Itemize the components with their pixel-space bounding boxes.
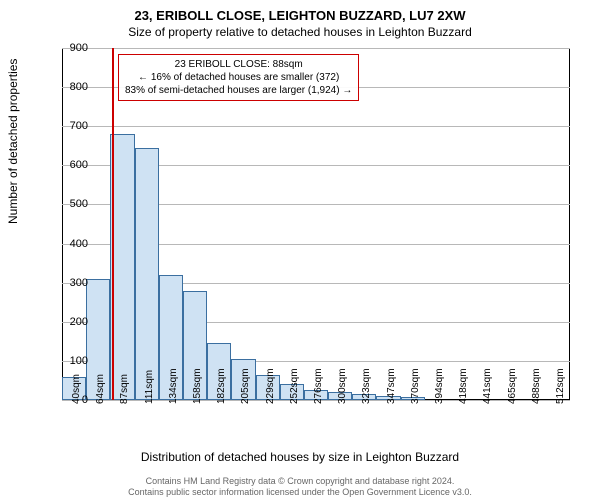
footer-line1: Contains HM Land Registry data © Crown c…	[0, 476, 600, 487]
ytick-label: 900	[42, 42, 88, 54]
xtick-label: 134sqm	[168, 368, 179, 404]
chart-container: 23, ERIBOLL CLOSE, LEIGHTON BUZZARD, LU7…	[0, 0, 600, 500]
footer-text: Contains HM Land Registry data © Crown c…	[0, 476, 600, 499]
xtick-label: 158sqm	[192, 368, 203, 404]
gridline	[62, 126, 570, 127]
xtick-label: 512sqm	[555, 368, 566, 404]
ytick-label: 800	[42, 81, 88, 93]
xtick-label: 488sqm	[531, 368, 542, 404]
chart-subtitle: Size of property relative to detached ho…	[0, 23, 600, 39]
xtick-label: 300sqm	[337, 368, 348, 404]
xtick-label: 323sqm	[361, 368, 372, 404]
xtick-label: 252sqm	[289, 368, 300, 404]
annotation-line: ← 16% of detached houses are smaller (37…	[125, 71, 352, 84]
ytick-label: 300	[42, 277, 88, 289]
xtick-label: 418sqm	[458, 368, 469, 404]
ytick-label: 100	[42, 355, 88, 367]
footer-line2: Contains public sector information licen…	[0, 487, 600, 498]
ytick-label: 600	[42, 159, 88, 171]
xtick-label: 276sqm	[313, 368, 324, 404]
xtick-label: 370sqm	[410, 368, 421, 404]
xtick-label: 182sqm	[216, 368, 227, 404]
xtick-label: 229sqm	[265, 368, 276, 404]
yaxis-title: Number of detached properties	[6, 59, 20, 224]
histogram-bar	[135, 148, 159, 400]
xtick-label: 87sqm	[119, 374, 130, 404]
xtick-label: 441sqm	[482, 368, 493, 404]
ytick-label: 500	[42, 198, 88, 210]
plot-area: 23 ERIBOLL CLOSE: 88sqm← 16% of detached…	[62, 48, 570, 400]
ytick-label: 700	[42, 120, 88, 132]
xtick-label: 394sqm	[434, 368, 445, 404]
annotation-line: 23 ERIBOLL CLOSE: 88sqm	[125, 58, 352, 71]
marker-line	[112, 48, 114, 400]
ytick-label: 400	[42, 238, 88, 250]
histogram-bar	[110, 134, 134, 400]
xtick-label: 111sqm	[144, 370, 155, 404]
annotation-box: 23 ERIBOLL CLOSE: 88sqm← 16% of detached…	[118, 54, 359, 101]
chart-title: 23, ERIBOLL CLOSE, LEIGHTON BUZZARD, LU7…	[0, 0, 600, 23]
gridline	[62, 48, 570, 49]
ytick-label: 200	[42, 316, 88, 328]
xaxis-title: Distribution of detached houses by size …	[0, 450, 600, 464]
xtick-label: 347sqm	[386, 368, 397, 404]
annotation-line: 83% of semi-detached houses are larger (…	[125, 84, 352, 97]
xtick-label: 205sqm	[240, 368, 251, 404]
xtick-label: 465sqm	[507, 368, 518, 404]
xtick-label: 40sqm	[71, 374, 82, 404]
xtick-label: 64sqm	[95, 374, 106, 404]
